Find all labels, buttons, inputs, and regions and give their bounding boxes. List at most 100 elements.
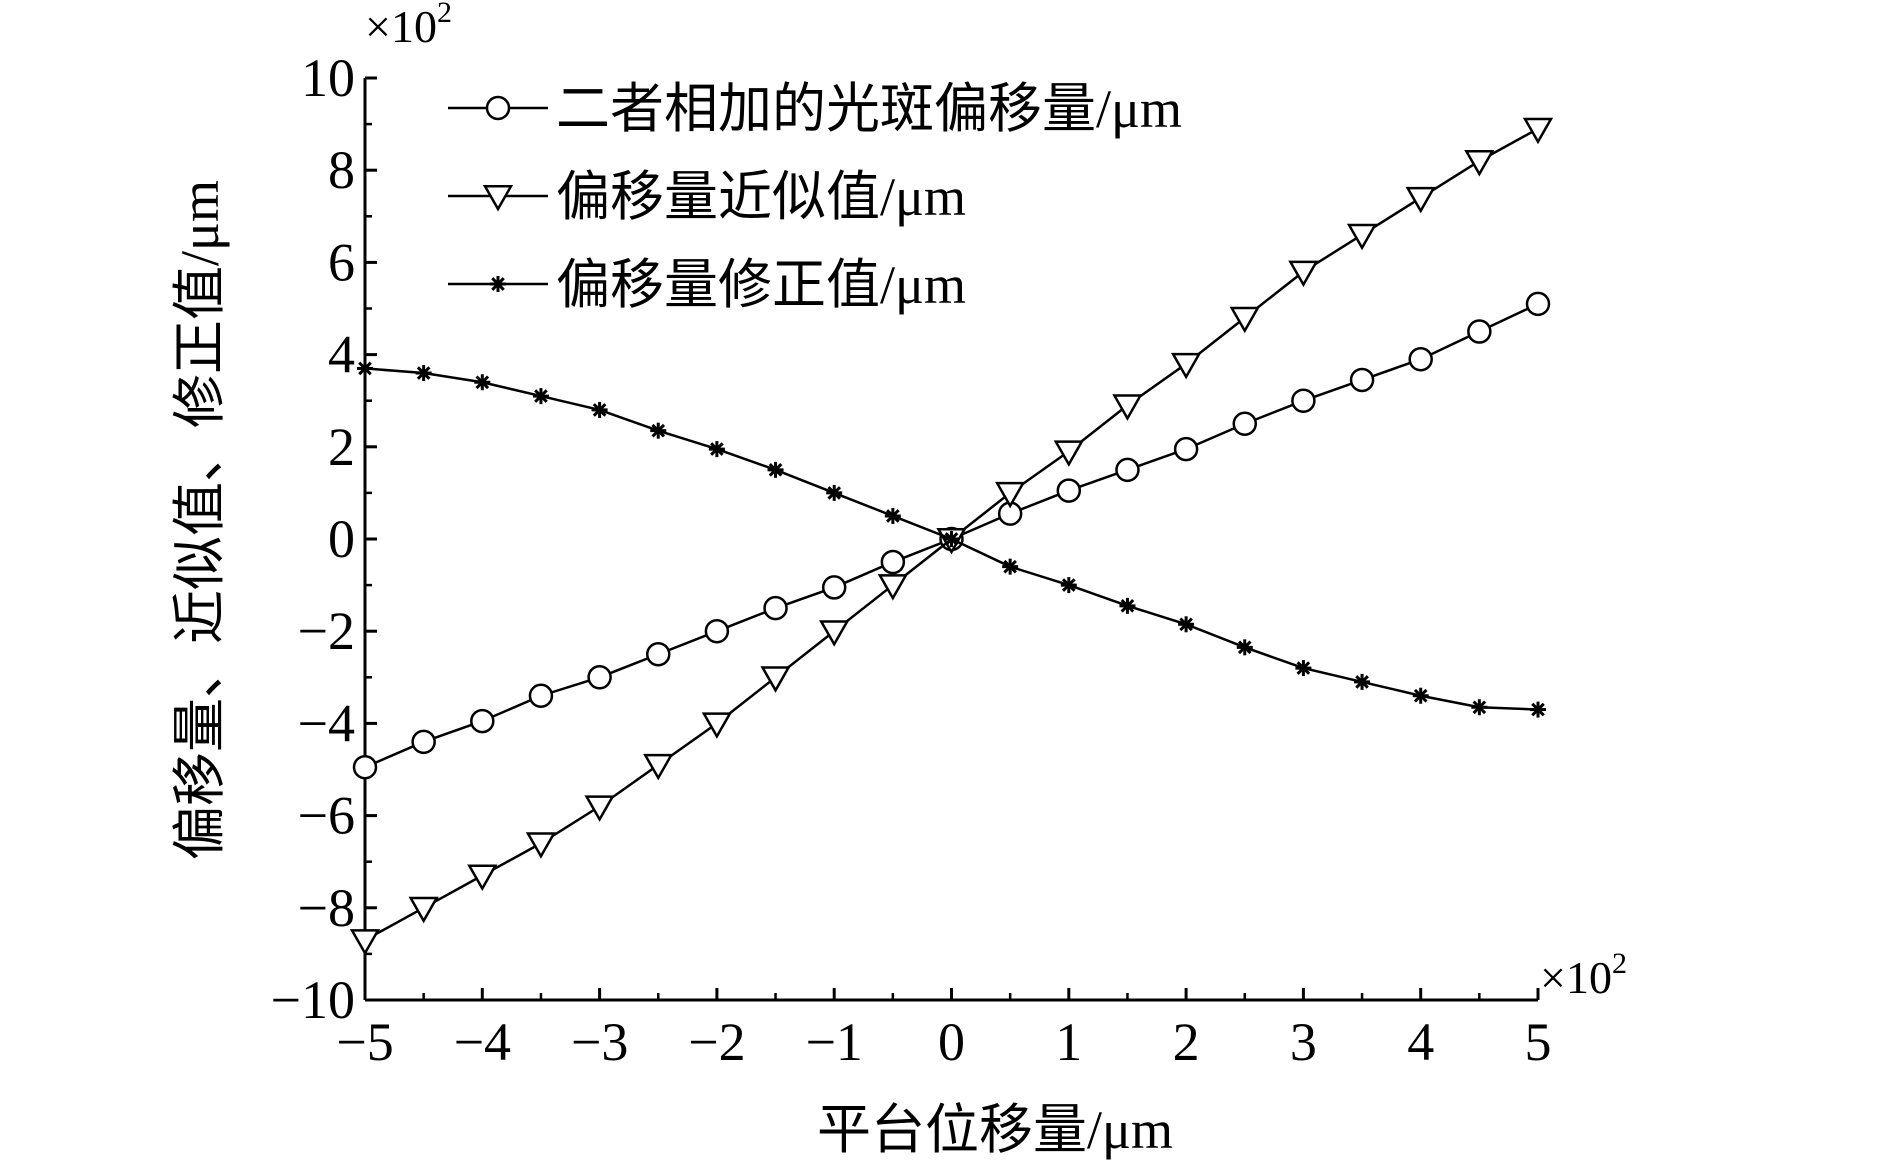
star-marker xyxy=(357,360,373,377)
series-2 xyxy=(349,117,1554,956)
legend-label: 偏移量修正值/μm xyxy=(556,255,966,315)
triangle-marker xyxy=(467,864,498,892)
star-marker xyxy=(767,461,784,478)
y-tick-label: 6 xyxy=(328,232,355,292)
circle-marker xyxy=(704,618,730,644)
y-tick-label: −10 xyxy=(271,970,355,1030)
circle-marker xyxy=(411,729,436,755)
x-axis-title: 平台位移量/μm xyxy=(817,1100,1173,1160)
triangle-marker xyxy=(525,832,557,859)
circle-marker xyxy=(1408,346,1433,372)
star-marker xyxy=(1471,699,1488,716)
star-marker xyxy=(650,422,667,439)
x-tick-label: −5 xyxy=(336,1012,393,1072)
triangle-marker xyxy=(1053,440,1084,467)
star-marker xyxy=(884,507,901,524)
y-tick-label: 8 xyxy=(328,140,355,200)
triangle-marker xyxy=(482,185,514,212)
star-marker xyxy=(415,365,432,382)
x-tick-label: −1 xyxy=(805,1012,862,1072)
star-marker xyxy=(474,374,491,391)
triangle-marker xyxy=(584,795,615,822)
star-marker xyxy=(490,276,506,292)
x-tick-label: 2 xyxy=(1173,1012,1200,1072)
circle-marker xyxy=(1525,291,1551,317)
y-multiplier: ×102 xyxy=(365,0,452,52)
series-3 xyxy=(357,360,1546,718)
star-marker xyxy=(591,401,608,418)
triangle-marker xyxy=(877,574,909,601)
circle-marker xyxy=(1056,478,1082,503)
triangle-marker xyxy=(408,896,439,924)
y-tick-label: −4 xyxy=(298,693,355,753)
legend-label: 二者相加的光斑偏移量/μm xyxy=(556,79,1182,139)
x-tick-label: −3 xyxy=(571,1012,628,1072)
triangle-marker xyxy=(349,929,381,956)
x-tick-label: 5 xyxy=(1525,1012,1552,1072)
triangle-marker xyxy=(1112,394,1143,421)
x-tick-label: 1 xyxy=(1055,1012,1082,1072)
triangle-marker xyxy=(1229,306,1260,334)
star-marker xyxy=(1119,597,1136,614)
y-tick-label: 10 xyxy=(301,48,355,108)
star-marker xyxy=(1060,577,1077,594)
legend: 二者相加的光斑偏移量/μm 偏移量近似值/μm 偏移量修正值/μm xyxy=(448,79,1182,315)
star-marker xyxy=(708,441,725,458)
star-marker xyxy=(1002,558,1019,575)
legend-item: 偏移量修正值/μm xyxy=(448,255,966,315)
x-tick-label: 4 xyxy=(1407,1012,1434,1072)
circle-marker xyxy=(1115,457,1140,483)
y-tick-label: 2 xyxy=(328,417,355,477)
series xyxy=(349,117,1554,956)
triangle-marker xyxy=(819,620,850,647)
legend-item: 二者相加的光斑偏移量/μm xyxy=(448,79,1182,139)
circle-marker xyxy=(485,95,511,121)
x-tick-label: −2 xyxy=(688,1012,745,1072)
circle-marker xyxy=(646,642,671,667)
star-marker xyxy=(1295,660,1312,677)
y-tick-label: −6 xyxy=(298,786,355,846)
legend-label: 偏移量近似值/μm xyxy=(556,167,966,227)
circle-marker xyxy=(528,683,554,708)
triangle-marker xyxy=(1346,223,1378,251)
triangle-marker xyxy=(701,712,733,739)
triangle-marker xyxy=(643,753,674,781)
circle-marker xyxy=(880,549,906,575)
circle-marker xyxy=(1173,436,1199,462)
triangle-marker xyxy=(1288,260,1319,288)
triangle-marker xyxy=(1464,149,1495,177)
star-marker xyxy=(943,531,960,547)
circle-marker xyxy=(1349,367,1375,393)
triangle-marker xyxy=(1405,186,1436,214)
star-marker xyxy=(826,484,843,501)
triangle-marker xyxy=(760,666,791,693)
y-tick-label: 0 xyxy=(328,509,355,569)
circle-marker xyxy=(1232,411,1257,436)
star-marker xyxy=(1236,639,1253,656)
star-marker xyxy=(1412,687,1429,704)
y-axis-title: 偏移量、近似值、修正值/μm xyxy=(170,180,230,860)
circle-marker xyxy=(352,754,378,780)
star-marker xyxy=(532,388,549,405)
circle-marker xyxy=(470,708,495,734)
circle-marker xyxy=(1291,388,1316,413)
circle-marker xyxy=(587,665,612,690)
x-tick-label: −4 xyxy=(454,1012,511,1072)
y-tick-label: −8 xyxy=(298,878,355,938)
star-marker xyxy=(1178,616,1195,633)
star-marker xyxy=(1530,701,1546,718)
circle-marker xyxy=(821,575,847,600)
triangle-marker xyxy=(1522,117,1554,145)
x-tick-label: 0 xyxy=(938,1012,965,1072)
y-tick-label: −2 xyxy=(298,601,355,661)
triangle-marker xyxy=(994,481,1026,509)
y-tick-label: 4 xyxy=(328,325,355,385)
x-tick-label: 3 xyxy=(1290,1012,1317,1072)
circle-marker xyxy=(763,595,788,621)
triangle-marker xyxy=(1170,352,1202,380)
star-marker xyxy=(1354,673,1371,690)
legend-item: 偏移量近似值/μm xyxy=(448,167,966,227)
